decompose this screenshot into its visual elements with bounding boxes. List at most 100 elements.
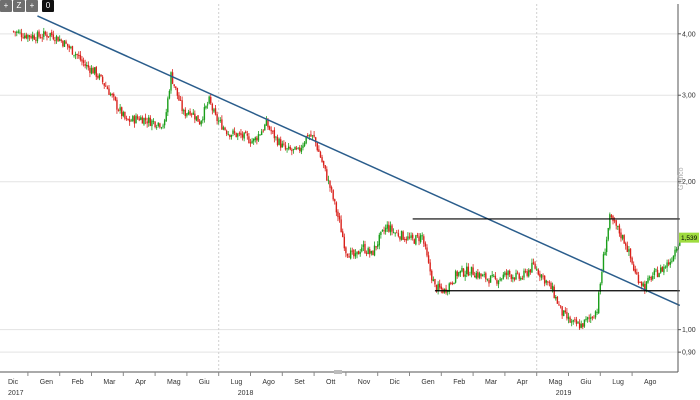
- candle-body: [392, 232, 395, 233]
- candle-body: [43, 31, 45, 37]
- candle-body: [663, 266, 665, 273]
- candle-body: [149, 117, 152, 126]
- candle-body: [513, 277, 516, 280]
- candle-body: [653, 270, 656, 276]
- candle-body: [602, 254, 605, 273]
- candle-body: [640, 282, 643, 286]
- candle-body: [133, 116, 136, 124]
- candle-body: [342, 231, 344, 237]
- candle-body: [625, 243, 627, 246]
- candle-body: [218, 120, 220, 122]
- candle-body: [575, 319, 578, 325]
- candle-body: [488, 279, 490, 284]
- candle-body: [588, 317, 590, 319]
- x-tick-label: Gen: [40, 379, 53, 386]
- candle-body: [273, 129, 276, 139]
- candle-body: [553, 286, 555, 298]
- candle-body: [319, 151, 322, 158]
- candle-body: [146, 121, 148, 124]
- candle-body: [318, 149, 320, 152]
- candle-body: [54, 39, 56, 42]
- candle-body: [667, 262, 670, 265]
- candle-body: [464, 274, 466, 277]
- candle-body: [516, 272, 519, 274]
- x-tick-label: Mag: [167, 379, 181, 386]
- candle-body: [585, 318, 587, 320]
- draw-tool-button[interactable]: Z: [13, 0, 25, 12]
- candle-body: [349, 250, 352, 259]
- candle-body: [507, 270, 509, 276]
- candle-body: [322, 160, 325, 166]
- x-tick-label: Mar: [485, 379, 498, 386]
- candle-body: [666, 262, 668, 268]
- candle-body: [74, 53, 77, 56]
- candle-body: [446, 291, 449, 293]
- candle-body: [334, 199, 336, 202]
- candle-body: [399, 236, 401, 240]
- candle-body: [354, 253, 357, 257]
- grafico-side-tab[interactable]: Grafico: [678, 167, 685, 190]
- candle-body: [569, 317, 571, 323]
- candle-body: [108, 88, 110, 95]
- candle-body: [31, 34, 34, 39]
- candle-body: [400, 230, 403, 240]
- chart-toolbar: + Z +0: [0, 0, 54, 13]
- candle-body: [144, 117, 147, 121]
- candle-body: [36, 32, 39, 42]
- candle-body: [462, 268, 465, 277]
- candle-body: [337, 211, 339, 218]
- candle-body: [251, 140, 253, 144]
- candle-body: [276, 137, 279, 145]
- candle-body: [68, 45, 70, 49]
- candle-body: [485, 273, 487, 280]
- candle-body: [221, 119, 223, 130]
- candle-body: [332, 190, 334, 200]
- candle-body: [435, 284, 438, 292]
- x-axis-band: [0, 372, 700, 400]
- candle-body: [262, 130, 264, 132]
- candle-body: [561, 306, 563, 316]
- candle-body: [427, 255, 430, 263]
- candle-body: [359, 252, 361, 254]
- candle-body: [243, 132, 245, 139]
- candle-body: [423, 236, 425, 244]
- candle-body: [456, 271, 458, 277]
- x-tick-label: Mar: [103, 379, 116, 386]
- candle-body: [542, 275, 544, 277]
- candle-body: [303, 142, 306, 147]
- candle-body: [229, 134, 231, 138]
- x-year-label: 2017: [8, 390, 24, 397]
- candle-body: [86, 64, 88, 67]
- candle-body: [187, 112, 190, 115]
- x-tick-label: Ago: [262, 379, 275, 386]
- x-axis-scroll-handle[interactable]: [334, 370, 342, 374]
- candle-body: [466, 266, 468, 275]
- candle-body: [284, 145, 287, 150]
- candle-body: [138, 118, 140, 121]
- candle-body: [206, 104, 209, 106]
- candle-body: [171, 72, 174, 84]
- candle-body: [117, 110, 120, 111]
- x-tick-label: Lug: [231, 379, 243, 386]
- candle-body: [289, 147, 291, 150]
- active-drawing-count-button[interactable]: 0: [42, 0, 54, 12]
- candle-body: [421, 235, 423, 237]
- candle-body: [33, 35, 35, 40]
- candle-body: [494, 275, 497, 279]
- candle-body: [267, 120, 269, 128]
- candle-body: [189, 111, 191, 115]
- pan-tool-button[interactable]: +: [26, 0, 38, 12]
- candle-body: [594, 311, 597, 318]
- candle-body: [82, 60, 85, 63]
- candle-body: [539, 273, 541, 277]
- candle-body: [278, 138, 280, 145]
- candle-body: [570, 321, 573, 323]
- candle-body: [57, 36, 59, 42]
- candle-body: [558, 304, 560, 306]
- candle-body: [531, 262, 533, 273]
- candle-body: [65, 41, 67, 44]
- candle-body: [125, 118, 128, 119]
- crosshair-tool-button[interactable]: +: [0, 0, 12, 12]
- candle-body: [345, 247, 347, 254]
